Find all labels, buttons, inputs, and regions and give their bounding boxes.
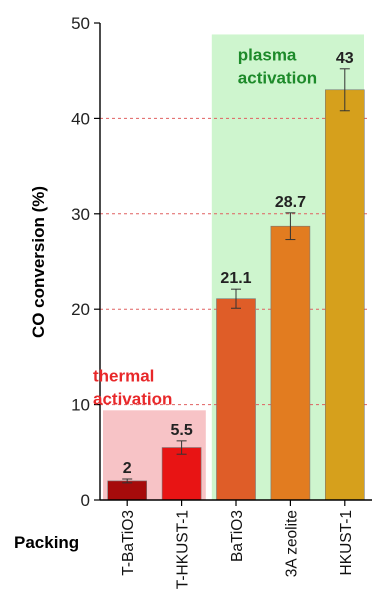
y-tick-label-1: 10 bbox=[71, 396, 90, 415]
category-label-1: T-HKUST-1 bbox=[175, 510, 192, 589]
region-0-label-line-1: activation bbox=[93, 389, 172, 408]
bar-3 bbox=[270, 225, 311, 501]
value-label-0: 2 bbox=[123, 460, 132, 477]
category-label-3: 3A zeolite bbox=[283, 510, 300, 577]
axes bbox=[94, 22, 372, 506]
region-0-label-line-0: thermal bbox=[93, 366, 154, 385]
category-label-4: HKUST-1 bbox=[338, 510, 355, 575]
category-label-0: T-BaTiO3 bbox=[120, 510, 137, 576]
category-label-2: BaTiO3 bbox=[229, 510, 246, 562]
bar-1 bbox=[161, 447, 202, 501]
region-1-label-line-1: activation bbox=[238, 68, 317, 87]
y-tick-label-2: 20 bbox=[71, 300, 90, 319]
y-tick-label-3: 30 bbox=[71, 205, 90, 224]
x-axis-label: Packing bbox=[14, 533, 79, 552]
region-1-label-line-0: plasma bbox=[238, 45, 297, 64]
bar-0 bbox=[107, 480, 147, 501]
error-bars bbox=[122, 68, 350, 484]
labels: 0 10 20 30 40 50 T-BaTiO3 T-HKUST-1 BaTiO3 3A zeo… bbox=[71, 14, 355, 589]
bar-2 bbox=[216, 298, 256, 501]
bar-4 bbox=[324, 89, 365, 501]
bars bbox=[107, 89, 365, 501]
value-label-1: 5.5 bbox=[170, 422, 192, 439]
y-axis-label: CO conversion (%) bbox=[29, 186, 48, 338]
y-tick-label-4: 40 bbox=[71, 109, 90, 128]
value-label-2: 21.1 bbox=[220, 270, 251, 287]
value-label-3: 28.7 bbox=[275, 194, 306, 211]
y-tick-label-5: 50 bbox=[71, 14, 90, 33]
y-tick-label-0: 0 bbox=[81, 491, 90, 510]
value-label-4: 43 bbox=[336, 50, 354, 67]
